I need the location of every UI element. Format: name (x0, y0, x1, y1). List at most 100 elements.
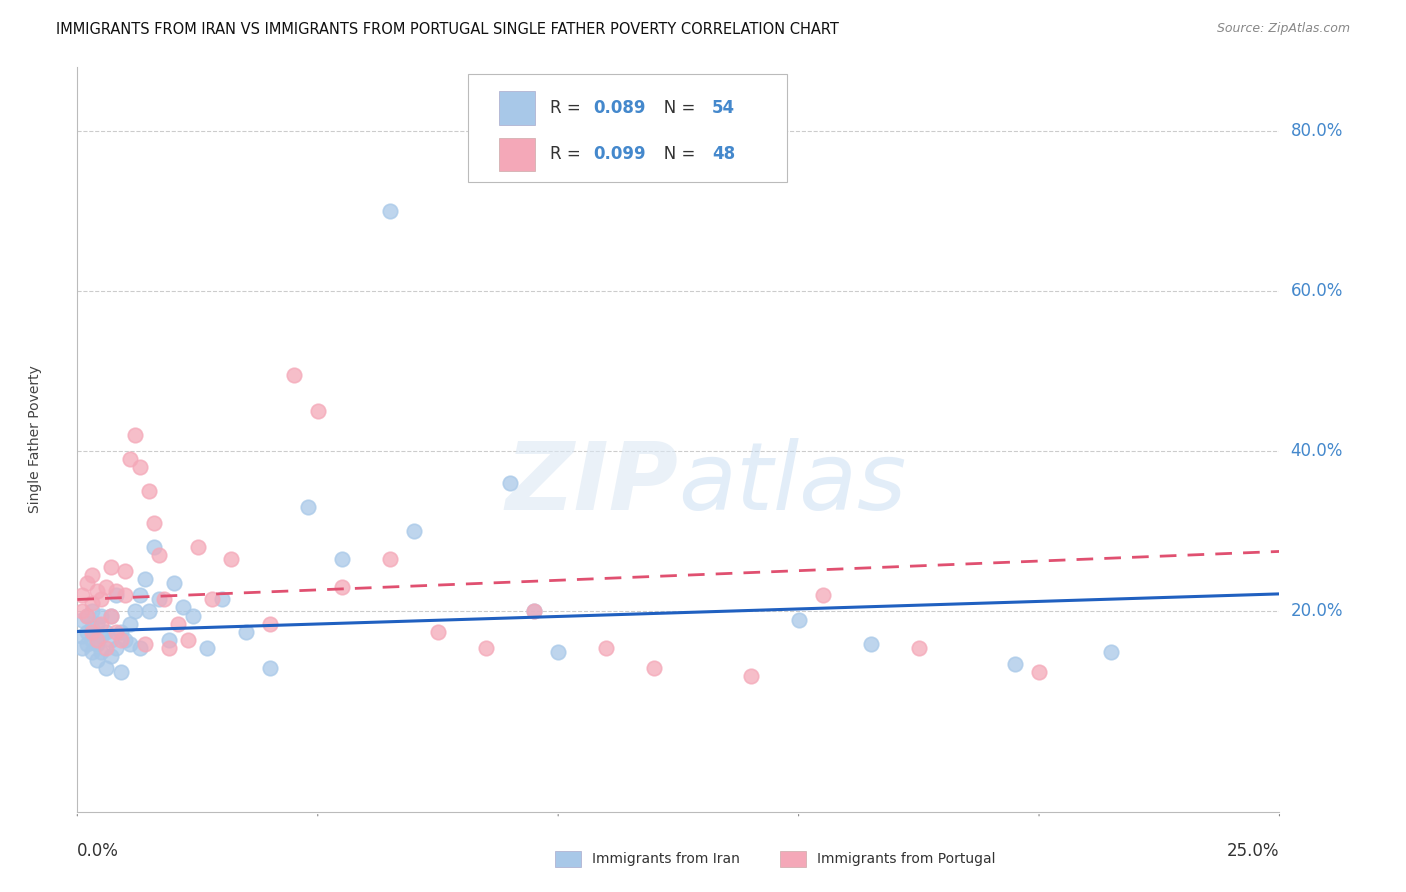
Point (124, 428, 146, 442)
Point (70, 640, 93, 655)
Point (1099, 644, 1122, 658)
Text: N =: N = (648, 99, 702, 117)
Point (138, 484, 160, 499)
Point (134, 636, 156, 650)
Point (128, 460, 150, 475)
Text: N =: N = (648, 145, 702, 163)
Point (120, 636, 142, 650)
Point (195, 640, 218, 655)
Point (80, 568, 103, 582)
Text: Immigrants from Portugal: Immigrants from Portugal (817, 852, 995, 866)
Text: 0.0%: 0.0% (77, 841, 120, 860)
Point (148, 592, 170, 607)
Point (259, 660, 281, 674)
Point (86, 636, 108, 650)
Point (283, 368, 305, 383)
Point (80, 620, 103, 634)
Point (211, 592, 233, 607)
Point (96, 660, 118, 674)
Point (90, 628, 112, 642)
Point (740, 668, 762, 682)
Text: 0.099: 0.099 (593, 145, 645, 163)
Point (80, 597, 103, 611)
Text: 54: 54 (711, 99, 735, 117)
Point (80, 624, 103, 639)
Text: 48: 48 (711, 145, 735, 163)
Point (90, 616, 112, 631)
Point (86, 652, 108, 666)
Point (110, 632, 132, 647)
Point (643, 660, 665, 674)
Point (523, 605, 546, 619)
Point (70, 589, 93, 603)
Text: 60.0%: 60.0% (1291, 282, 1343, 300)
Point (427, 624, 450, 639)
Point (70, 613, 93, 627)
Point (96, 640, 118, 655)
Point (172, 600, 194, 615)
Point (787, 613, 810, 627)
Point (120, 616, 142, 631)
Point (100, 608, 122, 623)
Point (330, 552, 353, 566)
Point (76, 608, 98, 623)
Point (128, 589, 150, 603)
Point (76, 624, 98, 639)
Point (138, 605, 160, 619)
Point (100, 648, 122, 663)
Point (157, 640, 180, 655)
Point (595, 640, 617, 655)
Point (124, 605, 146, 619)
Point (70, 605, 93, 619)
Point (76, 576, 98, 591)
Point (143, 516, 166, 531)
Point (90, 592, 112, 607)
Point (307, 404, 329, 418)
Point (859, 636, 882, 650)
Text: Immigrants from Iran: Immigrants from Iran (592, 852, 740, 866)
Point (114, 565, 136, 579)
Point (96, 581, 118, 595)
Text: 20.0%: 20.0% (1291, 602, 1343, 621)
Point (523, 605, 546, 619)
FancyBboxPatch shape (468, 74, 786, 182)
Point (90, 608, 112, 623)
Point (219, 552, 242, 566)
Point (114, 589, 136, 603)
Point (167, 616, 190, 631)
Point (96, 624, 118, 639)
Point (162, 576, 184, 591)
Point (76, 608, 98, 623)
Point (143, 541, 166, 555)
Point (148, 549, 170, 563)
Point (134, 573, 156, 587)
Point (100, 560, 122, 574)
Point (1004, 657, 1026, 671)
Point (330, 581, 353, 595)
Point (104, 584, 127, 599)
Point (402, 524, 425, 539)
Point (1028, 665, 1050, 679)
Point (201, 592, 224, 607)
Point (499, 476, 522, 491)
Point (104, 624, 127, 639)
Point (86, 616, 108, 631)
Point (235, 624, 257, 639)
Text: Single Father Poverty: Single Father Poverty (28, 366, 42, 513)
Point (110, 624, 132, 639)
Point (90, 644, 112, 658)
Point (100, 608, 122, 623)
Point (186, 541, 209, 555)
Point (80, 644, 103, 658)
Point (157, 632, 180, 647)
Point (76, 636, 98, 650)
Point (259, 616, 281, 631)
Text: R =: R = (550, 145, 586, 163)
Text: R =: R = (550, 99, 586, 117)
Point (104, 589, 127, 603)
Point (181, 608, 204, 623)
Point (80, 632, 103, 647)
Point (153, 592, 176, 607)
Text: 25.0%: 25.0% (1227, 841, 1279, 860)
FancyBboxPatch shape (499, 91, 536, 125)
